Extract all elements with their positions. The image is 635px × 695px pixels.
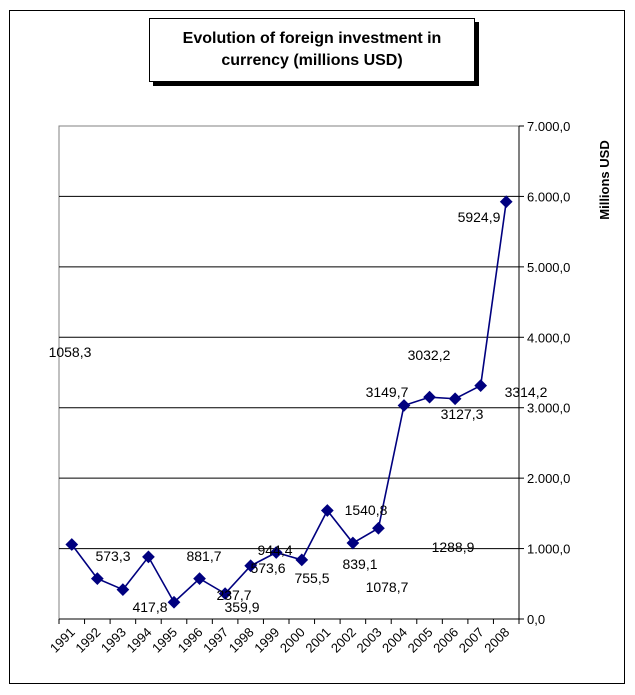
x-tick-label: 1994 bbox=[124, 625, 155, 656]
data-label: 1058,3 bbox=[49, 344, 92, 360]
data-label: 573,3 bbox=[95, 548, 130, 564]
y-tick-label: 4.000,0 bbox=[527, 330, 570, 345]
x-tick-label: 1996 bbox=[175, 625, 206, 656]
x-tick-label: 1991 bbox=[47, 625, 78, 656]
data-label: 1540,8 bbox=[345, 502, 388, 518]
x-tick-label: 1993 bbox=[98, 625, 129, 656]
data-label: 3314,2 bbox=[505, 384, 548, 400]
data-point bbox=[397, 399, 411, 412]
x-tick-label: 1998 bbox=[226, 625, 257, 656]
x-tick-label: 2008 bbox=[481, 625, 512, 656]
x-tick-label: 2004 bbox=[379, 625, 410, 656]
data-label: 3032,2 bbox=[408, 347, 451, 363]
data-point bbox=[499, 195, 513, 209]
data-label: 3149,7 bbox=[366, 384, 409, 400]
data-label: 5924,9 bbox=[458, 209, 501, 225]
data-label: 881,7 bbox=[186, 548, 221, 564]
x-tick-label: 1997 bbox=[200, 625, 231, 656]
x-tick-label: 2000 bbox=[277, 625, 308, 656]
y-tick-label: 6.000,0 bbox=[527, 189, 570, 204]
data-label: 573,6 bbox=[250, 560, 285, 576]
data-label: 839,1 bbox=[342, 556, 377, 572]
data-label: 237,7 bbox=[216, 587, 251, 603]
data-label: 944,4 bbox=[257, 542, 292, 558]
y-tick-label: 5.000,0 bbox=[527, 260, 570, 275]
x-tick-label: 2003 bbox=[354, 625, 385, 656]
data-point bbox=[448, 392, 462, 406]
y-tick-label: 0,0 bbox=[527, 612, 545, 627]
data-point bbox=[423, 390, 436, 404]
y-tick-label: 2.000,0 bbox=[527, 471, 570, 486]
data-label: 1078,7 bbox=[366, 579, 409, 595]
y-tick-label: 7.000,0 bbox=[527, 119, 570, 134]
x-tick-label: 1995 bbox=[149, 625, 180, 656]
y-tick-label: 1.000,0 bbox=[527, 542, 570, 557]
chart-title: Evolution of foreign investment in curre… bbox=[149, 18, 475, 82]
data-label: 417,8 bbox=[132, 599, 167, 615]
data-point bbox=[474, 379, 488, 392]
y-axis-title: Millions USD bbox=[597, 140, 612, 219]
data-label: 3127,3 bbox=[441, 406, 484, 422]
x-tick-label: 2002 bbox=[328, 625, 359, 656]
x-tick-label: 2007 bbox=[456, 625, 487, 656]
x-tick-label: 1992 bbox=[72, 625, 103, 656]
x-tick-label: 2006 bbox=[430, 625, 461, 656]
x-tick-label: 2001 bbox=[302, 625, 333, 656]
plot-area bbox=[58, 125, 520, 620]
data-label: 359,9 bbox=[224, 599, 259, 615]
x-tick-label: 1999 bbox=[251, 625, 282, 656]
y-tick-label: 3.000,0 bbox=[527, 401, 570, 416]
x-tick-label: 2005 bbox=[405, 625, 436, 656]
data-label: 755,5 bbox=[294, 570, 329, 586]
data-label: 1288,9 bbox=[432, 539, 475, 555]
